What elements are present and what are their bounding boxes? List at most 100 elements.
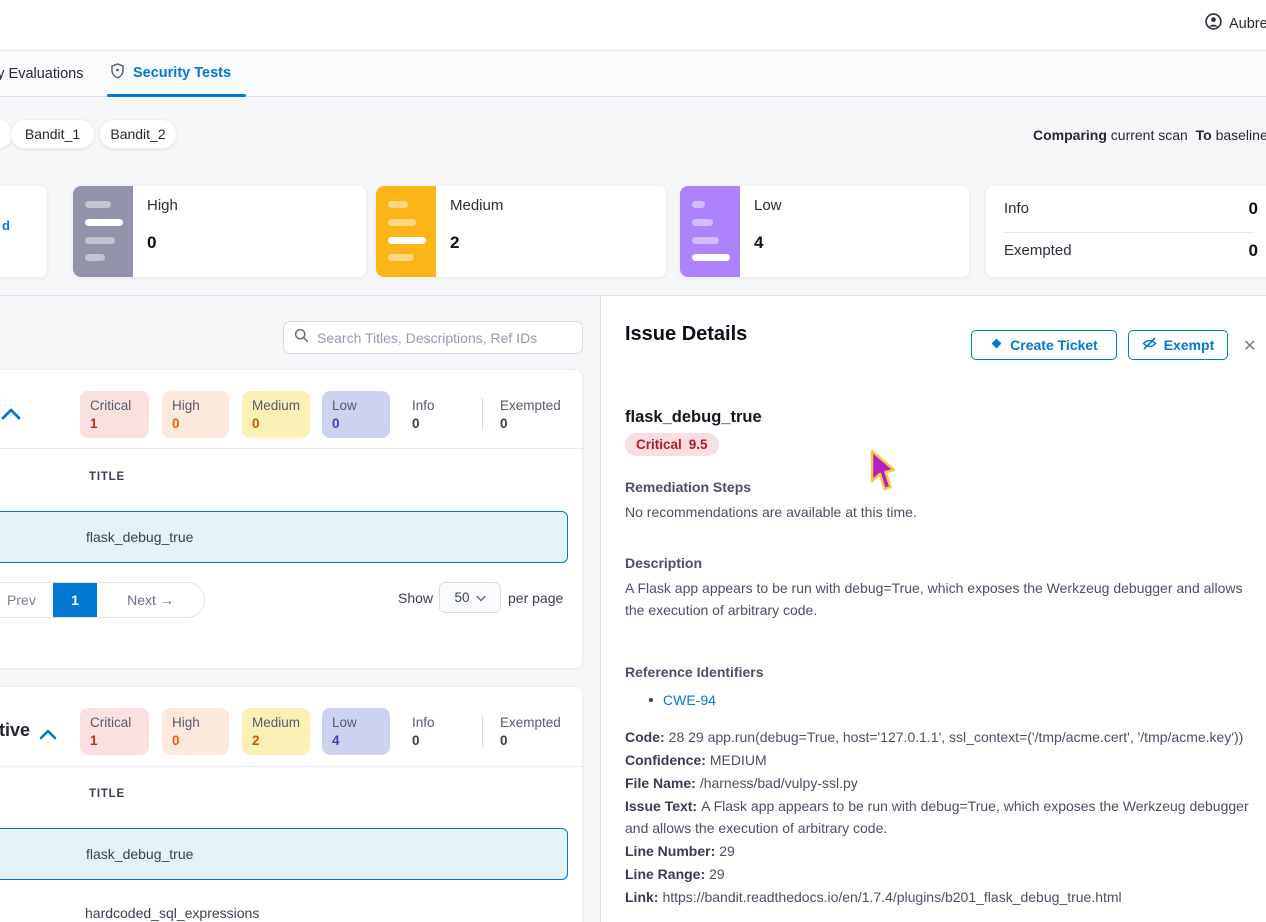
close-icon[interactable]: ✕ bbox=[1243, 338, 1257, 355]
next-page-button[interactable]: Next → bbox=[127, 592, 174, 608]
next-label: Next bbox=[127, 592, 156, 608]
reference-heading: Reference Identifiers bbox=[625, 664, 764, 680]
pill-high-value: 0 bbox=[172, 416, 180, 431]
pill-critical: Critical 1 bbox=[80, 391, 149, 438]
issue-fields: Code: 28 29 app.run(debug=True, host='127… bbox=[625, 726, 1253, 909]
field-issue-text: Issue Text: A Flask app appears to be run… bbox=[625, 795, 1253, 839]
scan-chip-bandit1[interactable]: Bandit_1 bbox=[10, 119, 95, 149]
issue-row-selected[interactable]: flask_debug_true bbox=[0, 828, 568, 880]
tab-security-tests-label: Security Tests bbox=[133, 65, 232, 81]
field-link-value: https://bandit.readthedocs.io/en/1.7.4/p… bbox=[662, 889, 1122, 905]
high-card-label: High bbox=[147, 197, 178, 214]
medium-bars-icon bbox=[376, 186, 436, 277]
panel-title: Issue Details bbox=[625, 323, 748, 345]
high-card-value: 0 bbox=[147, 233, 157, 252]
summary-card-critical-partial[interactable] bbox=[0, 185, 48, 278]
field-issue-text-value: A Flask app appears to be run with debug… bbox=[625, 798, 1249, 836]
to-value: baseline bbox=[1215, 127, 1266, 143]
pill-medium: Medium 0 bbox=[242, 391, 310, 438]
summary-card-high[interactable]: High 0 bbox=[72, 185, 367, 278]
per-page-label: per page bbox=[508, 590, 564, 606]
field-confidence-value: MEDIUM bbox=[709, 752, 767, 768]
issue-details-panel: Issue Details Create Ticket Exempt ✕ fla… bbox=[600, 296, 1266, 922]
severity-label: Critical bbox=[636, 437, 682, 452]
pill-high-label: High bbox=[172, 398, 200, 413]
field-line-number-label: Line Number: bbox=[625, 843, 716, 859]
tab-policy-evaluations[interactable]: cy Evaluations bbox=[0, 66, 84, 82]
summary-card-medium[interactable]: Medium 2 bbox=[375, 185, 667, 278]
pill-low-value: 4 bbox=[332, 733, 340, 748]
create-ticket-label: Create Ticket bbox=[1010, 337, 1098, 353]
issue-search bbox=[283, 321, 583, 354]
field-filename-value: /harness/bad/vulpy-ssl.py bbox=[699, 775, 858, 791]
pill-high-label: High bbox=[172, 715, 200, 730]
pill-info-label: Info bbox=[412, 398, 435, 413]
pill-low: Low 0 bbox=[322, 391, 390, 438]
field-code-label: Code: bbox=[625, 729, 665, 745]
collapse-chevron-icon[interactable] bbox=[39, 727, 57, 745]
cwe-link[interactable]: CWE-94 bbox=[663, 692, 716, 708]
issue-section-card-1: Critical 1 High 0 Medium 0 Low 0 Info 0 … bbox=[0, 369, 584, 669]
pill-exempted-value: 0 bbox=[500, 733, 508, 748]
tab-security-tests[interactable]: Security Tests bbox=[110, 63, 231, 83]
mouse-cursor bbox=[869, 449, 901, 500]
field-line-range: Line Range: 29 bbox=[625, 863, 1253, 885]
field-line-range-label: Line Range: bbox=[625, 866, 706, 882]
prev-label: Prev bbox=[7, 592, 36, 608]
high-bars-icon bbox=[73, 186, 133, 277]
pill-info: Info 0 bbox=[402, 391, 456, 438]
pill-low-value: 0 bbox=[332, 416, 340, 431]
pill-exempted: Exempted 0 bbox=[490, 708, 561, 755]
comparing-value: current scan bbox=[1110, 127, 1188, 143]
page-number-active[interactable]: 1 bbox=[53, 583, 97, 617]
collapse-chevron-icon[interactable] bbox=[1, 407, 21, 425]
show-label: Show bbox=[398, 590, 434, 606]
pill-exempted-label: Exempted bbox=[500, 398, 561, 413]
low-card-value: 4 bbox=[754, 233, 764, 252]
summary-card-low[interactable]: Low 4 bbox=[679, 185, 970, 278]
pill-exempted-value: 0 bbox=[500, 416, 508, 431]
issue-row[interactable]: hardcoded_sql_expressions bbox=[85, 905, 260, 921]
field-code-value: 28 29 app.run(debug=True, host='127.0.1.… bbox=[668, 729, 1244, 745]
pill-medium-label: Medium bbox=[252, 398, 301, 413]
pill-medium-value: 2 bbox=[252, 733, 260, 748]
medium-card-label: Medium bbox=[450, 197, 504, 214]
prev-page-button[interactable]: ← Prev bbox=[0, 592, 53, 608]
header-divider bbox=[0, 295, 1266, 296]
remediation-text: No recommendations are available at this… bbox=[625, 504, 917, 520]
pill-critical-label: Critical bbox=[90, 398, 132, 413]
info-divider bbox=[1004, 232, 1254, 233]
tab-bar bbox=[0, 51, 1266, 97]
issue-section-card-2: tive Critical 1 High 0 Medium 2 Low 4 In… bbox=[0, 686, 584, 922]
field-link-label: Link: bbox=[625, 889, 659, 905]
field-confidence: Confidence: MEDIUM bbox=[625, 749, 1253, 771]
pill-divider bbox=[482, 715, 483, 747]
pill-exempted-label: Exempted bbox=[500, 715, 561, 730]
pill-critical-label: Critical bbox=[90, 715, 132, 730]
scan-chip-bandit2[interactable]: Bandit_2 bbox=[99, 119, 177, 149]
field-line-number-value: 29 bbox=[719, 843, 735, 859]
section-header-partial: tive bbox=[0, 720, 31, 740]
search-input[interactable] bbox=[317, 329, 572, 346]
field-filename-label: File Name: bbox=[625, 775, 696, 791]
pill-critical-value: 1 bbox=[90, 416, 98, 431]
issue-row-selected[interactable]: flask_debug_true bbox=[0, 511, 568, 563]
user-menu[interactable]: Aubre bbox=[1205, 13, 1266, 34]
pill-info-label: Info bbox=[412, 715, 435, 730]
field-line-number: Line Number: 29 bbox=[625, 840, 1253, 862]
field-filename: File Name:/harness/bad/vulpy-ssl.py bbox=[625, 772, 1253, 794]
exempt-button[interactable]: Exempt bbox=[1128, 330, 1228, 360]
pill-low: Low 4 bbox=[322, 708, 390, 755]
reference-item: CWE-94 bbox=[649, 692, 716, 708]
exempt-label: Exempt bbox=[1163, 337, 1215, 353]
description-text: A Flask app appears to be run with debug… bbox=[625, 580, 1243, 618]
medium-card-value: 2 bbox=[450, 233, 460, 252]
pill-critical-value: 1 bbox=[90, 733, 98, 748]
remediation-heading: Remediation Steps bbox=[625, 479, 752, 495]
summary-card-info-exempted[interactable]: Info 0 Exempted 0 bbox=[985, 185, 1266, 278]
create-ticket-button[interactable]: Create Ticket bbox=[971, 330, 1117, 360]
to-label: To bbox=[1195, 127, 1212, 143]
info-label: Info bbox=[1004, 200, 1030, 217]
page-size-select[interactable]: 50 bbox=[439, 582, 501, 613]
